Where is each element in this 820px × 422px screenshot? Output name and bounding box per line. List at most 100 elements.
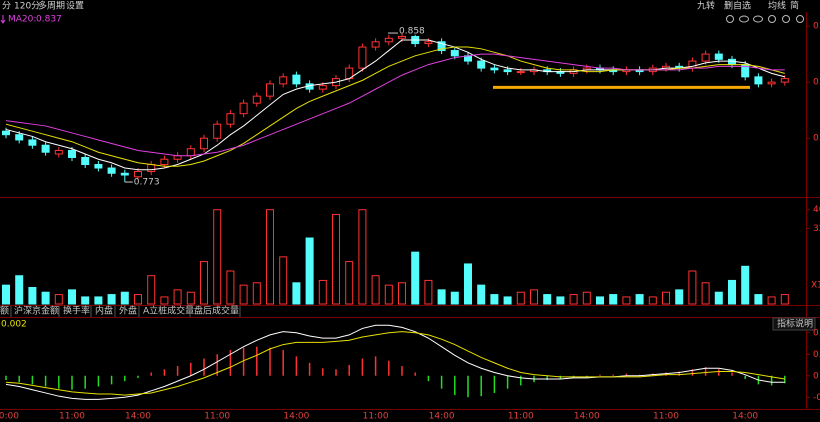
- indicator-tab[interactable]: 额: [0, 305, 9, 317]
- volume-bar: [609, 294, 618, 305]
- y-tick-label: 32: [813, 224, 820, 234]
- x-tick-label: 11:00: [59, 412, 85, 422]
- volume-bar: [358, 209, 367, 305]
- candle-body: [714, 53, 723, 60]
- volume-bar: [556, 296, 565, 305]
- candle-body: [516, 71, 525, 74]
- y-tick-label: 0.004: [813, 328, 820, 338]
- indicator-tab[interactable]: A立桩成交量: [143, 305, 194, 317]
- volume-bar: [160, 296, 169, 305]
- indicator-tab[interactable]: 内盘: [95, 305, 113, 317]
- icon[interactable]: [782, 15, 790, 23]
- candle-body: [28, 139, 37, 146]
- icon[interactable]: [768, 15, 776, 23]
- candle-body: [41, 144, 50, 153]
- volume-bar: [345, 261, 354, 305]
- volume-bar: [490, 294, 499, 305]
- volume-bar: [186, 291, 195, 305]
- toolbar-item[interactable]: 删自选: [724, 0, 751, 12]
- volume-bar: [173, 289, 182, 305]
- candle-body: [134, 171, 142, 178]
- x-tick-label: 11:00: [363, 412, 389, 422]
- x-tick-label: 11:00: [204, 412, 230, 422]
- help-button[interactable]: [772, 317, 816, 331]
- volume-bar: [279, 256, 288, 305]
- x-tick-label: 14:00: [125, 412, 151, 422]
- y-tick-label: 0.002: [813, 350, 820, 360]
- candle-body: [279, 76, 288, 85]
- volume-bar: [503, 296, 512, 305]
- candle-body: [54, 149, 63, 155]
- toolbar-item[interactable]: 设置: [66, 1, 84, 12]
- volume-bar: [516, 291, 525, 305]
- toolbar-icons: [726, 15, 804, 23]
- candle-body: [147, 164, 156, 173]
- indicator-line: [5, 53, 785, 157]
- toolbar-item[interactable]: 分: [2, 1, 11, 12]
- candle-body: [490, 67, 499, 71]
- volume-bar: [714, 291, 723, 305]
- frame: [0, 12, 820, 410]
- volume-bar: [41, 291, 50, 305]
- indicator-line: [5, 324, 785, 400]
- candle-body: [767, 81, 776, 85]
- macd-value: 0.002: [1, 320, 27, 330]
- candle-body: [252, 95, 261, 104]
- volume-bar: [226, 270, 235, 305]
- toolbar-item[interactable]: 多周期: [38, 0, 65, 12]
- volume-bar: [675, 289, 684, 305]
- candle-body: [424, 41, 433, 45]
- volume-bar: [622, 296, 631, 305]
- toolbar-item[interactable]: 九转: [697, 0, 715, 12]
- y-tick-label: 0: [813, 371, 819, 381]
- indicator-tab[interactable]: 外盘: [119, 305, 137, 317]
- candle-body: [2, 130, 10, 136]
- icon[interactable]: [726, 15, 734, 23]
- toolbar-item[interactable]: 均线: [768, 0, 786, 12]
- indicator-tab[interactable]: 换手率: [63, 305, 90, 317]
- volume-bar: [701, 282, 710, 305]
- x-tick-label: 14:00: [574, 412, 600, 422]
- x-tick-label: 14:00: [429, 412, 455, 422]
- indicator-tab[interactable]: 沪深京金额: [14, 305, 59, 317]
- volume-bar: [292, 282, 301, 305]
- volume-bar: [596, 296, 604, 305]
- candle-body: [292, 74, 301, 85]
- volume-bar: [780, 294, 789, 305]
- toolbar-item[interactable]: 120分: [14, 1, 40, 12]
- volume-bar: [728, 279, 736, 305]
- tab-separators: [10, 306, 241, 317]
- icon[interactable]: [739, 15, 749, 23]
- volume-bar: [239, 284, 248, 305]
- volume-bar: [543, 294, 552, 305]
- candle-body: [398, 36, 406, 39]
- candle-body: [94, 164, 103, 169]
- volume-bar: [107, 294, 116, 305]
- help-button-label[interactable]: 指标说明: [777, 318, 813, 330]
- candle-body: [701, 53, 710, 62]
- x-tick-label: 11:00: [653, 412, 679, 422]
- indicator-tab[interactable]: 盘后成交量: [194, 305, 239, 317]
- volume-bar: [398, 282, 406, 305]
- candle-body: [239, 102, 248, 115]
- candle-body: [371, 41, 380, 48]
- candle-body: [450, 50, 459, 57]
- candle-body: [437, 41, 446, 52]
- volume-bar: [266, 209, 274, 305]
- low-annotation: 0.773: [134, 178, 160, 188]
- volume-bar: [68, 289, 76, 305]
- toolbar-item[interactable]: 简: [790, 0, 799, 12]
- candle-body: [384, 37, 393, 43]
- x-tick-label: 14:00: [732, 412, 758, 422]
- volume-bar: [424, 279, 433, 305]
- icon[interactable]: [753, 15, 763, 23]
- candle-body: [754, 76, 763, 85]
- volume-bar: [582, 291, 591, 305]
- unit-label: X1: [811, 281, 820, 291]
- icon[interactable]: [796, 15, 804, 23]
- volume-bar: [318, 279, 327, 305]
- arrow-icon: [0, 15, 6, 24]
- volume-bar: [15, 275, 24, 305]
